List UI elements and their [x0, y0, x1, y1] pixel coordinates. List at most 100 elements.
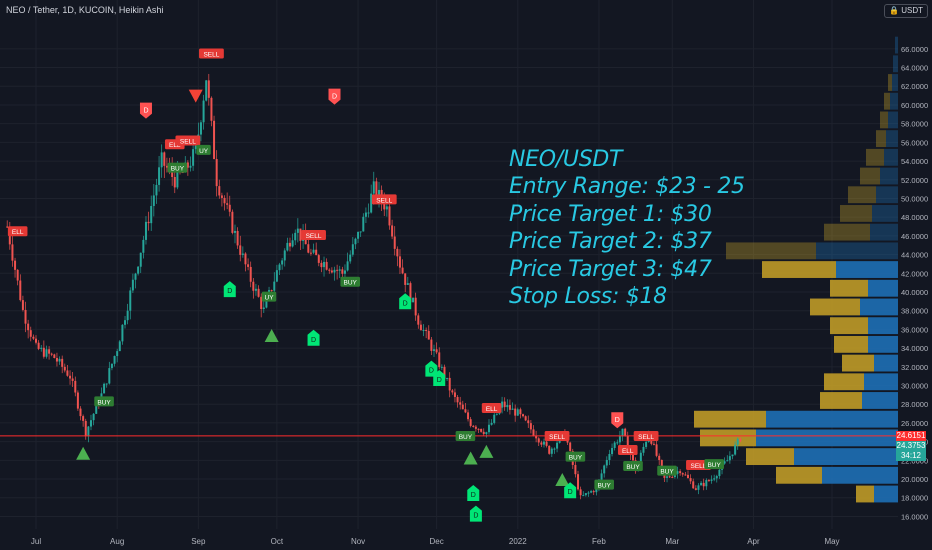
candle-body	[95, 403, 98, 414]
candle-body	[501, 401, 504, 408]
price-tick-label: 50.0000	[901, 194, 928, 203]
price-tick-label: 60.0000	[901, 101, 928, 110]
candle-body	[417, 315, 420, 325]
candle-body	[443, 366, 446, 379]
signal-label-text: ELL	[622, 448, 634, 455]
candle-body	[48, 349, 51, 354]
overlay-line-pair: NEO/USDT	[509, 147, 623, 172]
candle-body	[448, 377, 451, 391]
candle-body	[577, 474, 580, 490]
time-axis-bg	[0, 529, 932, 550]
candle-body	[658, 455, 661, 460]
candle-body	[624, 428, 627, 437]
candle-body	[328, 269, 331, 271]
candle-body	[456, 396, 459, 403]
volume-bar-right	[890, 92, 898, 110]
candle-body	[398, 256, 401, 268]
buy-label	[594, 479, 614, 490]
candle-body	[288, 242, 291, 247]
candle-body	[215, 159, 218, 187]
candle-body	[218, 186, 221, 196]
volume-bar-left	[810, 298, 860, 316]
signal-label-text: SELL	[638, 434, 654, 441]
volume-bar-left	[776, 466, 822, 484]
candle-body	[307, 244, 310, 253]
candle-body	[299, 228, 302, 241]
time-tick-label: Mar	[665, 537, 679, 546]
buy-triangle	[555, 472, 570, 486]
volume-bar-right	[880, 167, 898, 185]
d-marker-text: D	[143, 108, 148, 115]
candle-body	[309, 252, 312, 254]
candle-body	[514, 408, 517, 416]
candle-body	[472, 425, 475, 427]
candle-body	[354, 238, 357, 245]
candle-body	[89, 420, 92, 427]
candle-body	[723, 461, 726, 464]
symbol-header[interactable]: NEO / Tether, 1D, KUCOIN, Heikin Ashi	[6, 5, 164, 15]
candle-body	[726, 460, 729, 462]
d-marker-text: D	[311, 337, 316, 344]
candle-body	[320, 262, 323, 268]
d-marker-red	[328, 88, 341, 105]
buy-label	[565, 451, 586, 462]
candle-body	[506, 405, 509, 408]
candle-body	[697, 485, 700, 490]
volume-bar-right	[862, 392, 898, 409]
candle-body	[537, 438, 540, 443]
candle-body	[150, 205, 153, 224]
candle-body	[736, 438, 739, 445]
candle-body	[532, 429, 535, 436]
candle-body	[739, 438, 742, 442]
volume-bar-right	[836, 261, 898, 278]
d-marker-text: D	[403, 300, 408, 307]
volume-bar-left	[700, 429, 756, 447]
d-marker-green	[399, 293, 412, 310]
volume-bar-right	[868, 335, 898, 353]
price-tick-label: 48.0000	[901, 213, 928, 222]
candle-body	[160, 152, 163, 168]
candle-body	[485, 432, 488, 435]
candle-body	[446, 377, 449, 379]
candle-body	[116, 351, 119, 357]
candle-body	[639, 452, 642, 463]
candle-body	[163, 152, 166, 166]
lock-icon: 🔒	[889, 6, 899, 15]
candle-body	[121, 324, 124, 342]
price-tick-label: 34.0000	[901, 344, 928, 353]
signal-label-text: BUY	[626, 464, 640, 471]
price-tick-label: 64.0000	[901, 64, 928, 73]
price-axis[interactable]: 66.0000 64.0000 62.0000 60.0000 58.0000 56.00…	[898, 0, 932, 550]
candle-body	[341, 269, 344, 274]
price-tick-label: 20.0000	[901, 475, 928, 484]
candle-body	[550, 448, 553, 454]
candle-body	[336, 269, 339, 271]
volume-bar-right	[868, 279, 898, 297]
sell-label	[544, 431, 570, 442]
volume-bar-left	[840, 205, 872, 222]
candle-body	[705, 480, 708, 487]
sell-label	[199, 48, 224, 59]
candle-body	[333, 269, 336, 273]
overlay-line-target-2: Price Target 2: $37	[509, 229, 712, 255]
candle-body	[364, 212, 367, 217]
candle-body	[438, 352, 441, 368]
sell-label	[7, 226, 28, 237]
currency-unit-selector[interactable]: 🔒 USDT	[884, 4, 928, 18]
volume-bar-left	[842, 354, 874, 372]
candle-body	[435, 349, 438, 353]
candle-body	[681, 473, 684, 475]
candle-body	[87, 426, 90, 437]
time-axis[interactable]: Jul Aug Sep Oct Nov Dec 2022 Feb Mar Apr May	[0, 529, 932, 550]
time-tick-label: Apr	[747, 537, 760, 546]
candle-body	[82, 416, 85, 421]
candle-body	[330, 270, 333, 273]
candle-body	[257, 288, 260, 297]
candle-body	[249, 266, 252, 282]
d-marker-green	[307, 329, 320, 346]
candles	[6, 73, 742, 500]
candle-body	[404, 273, 407, 285]
candle-body	[231, 211, 234, 233]
candle-body	[545, 441, 548, 446]
